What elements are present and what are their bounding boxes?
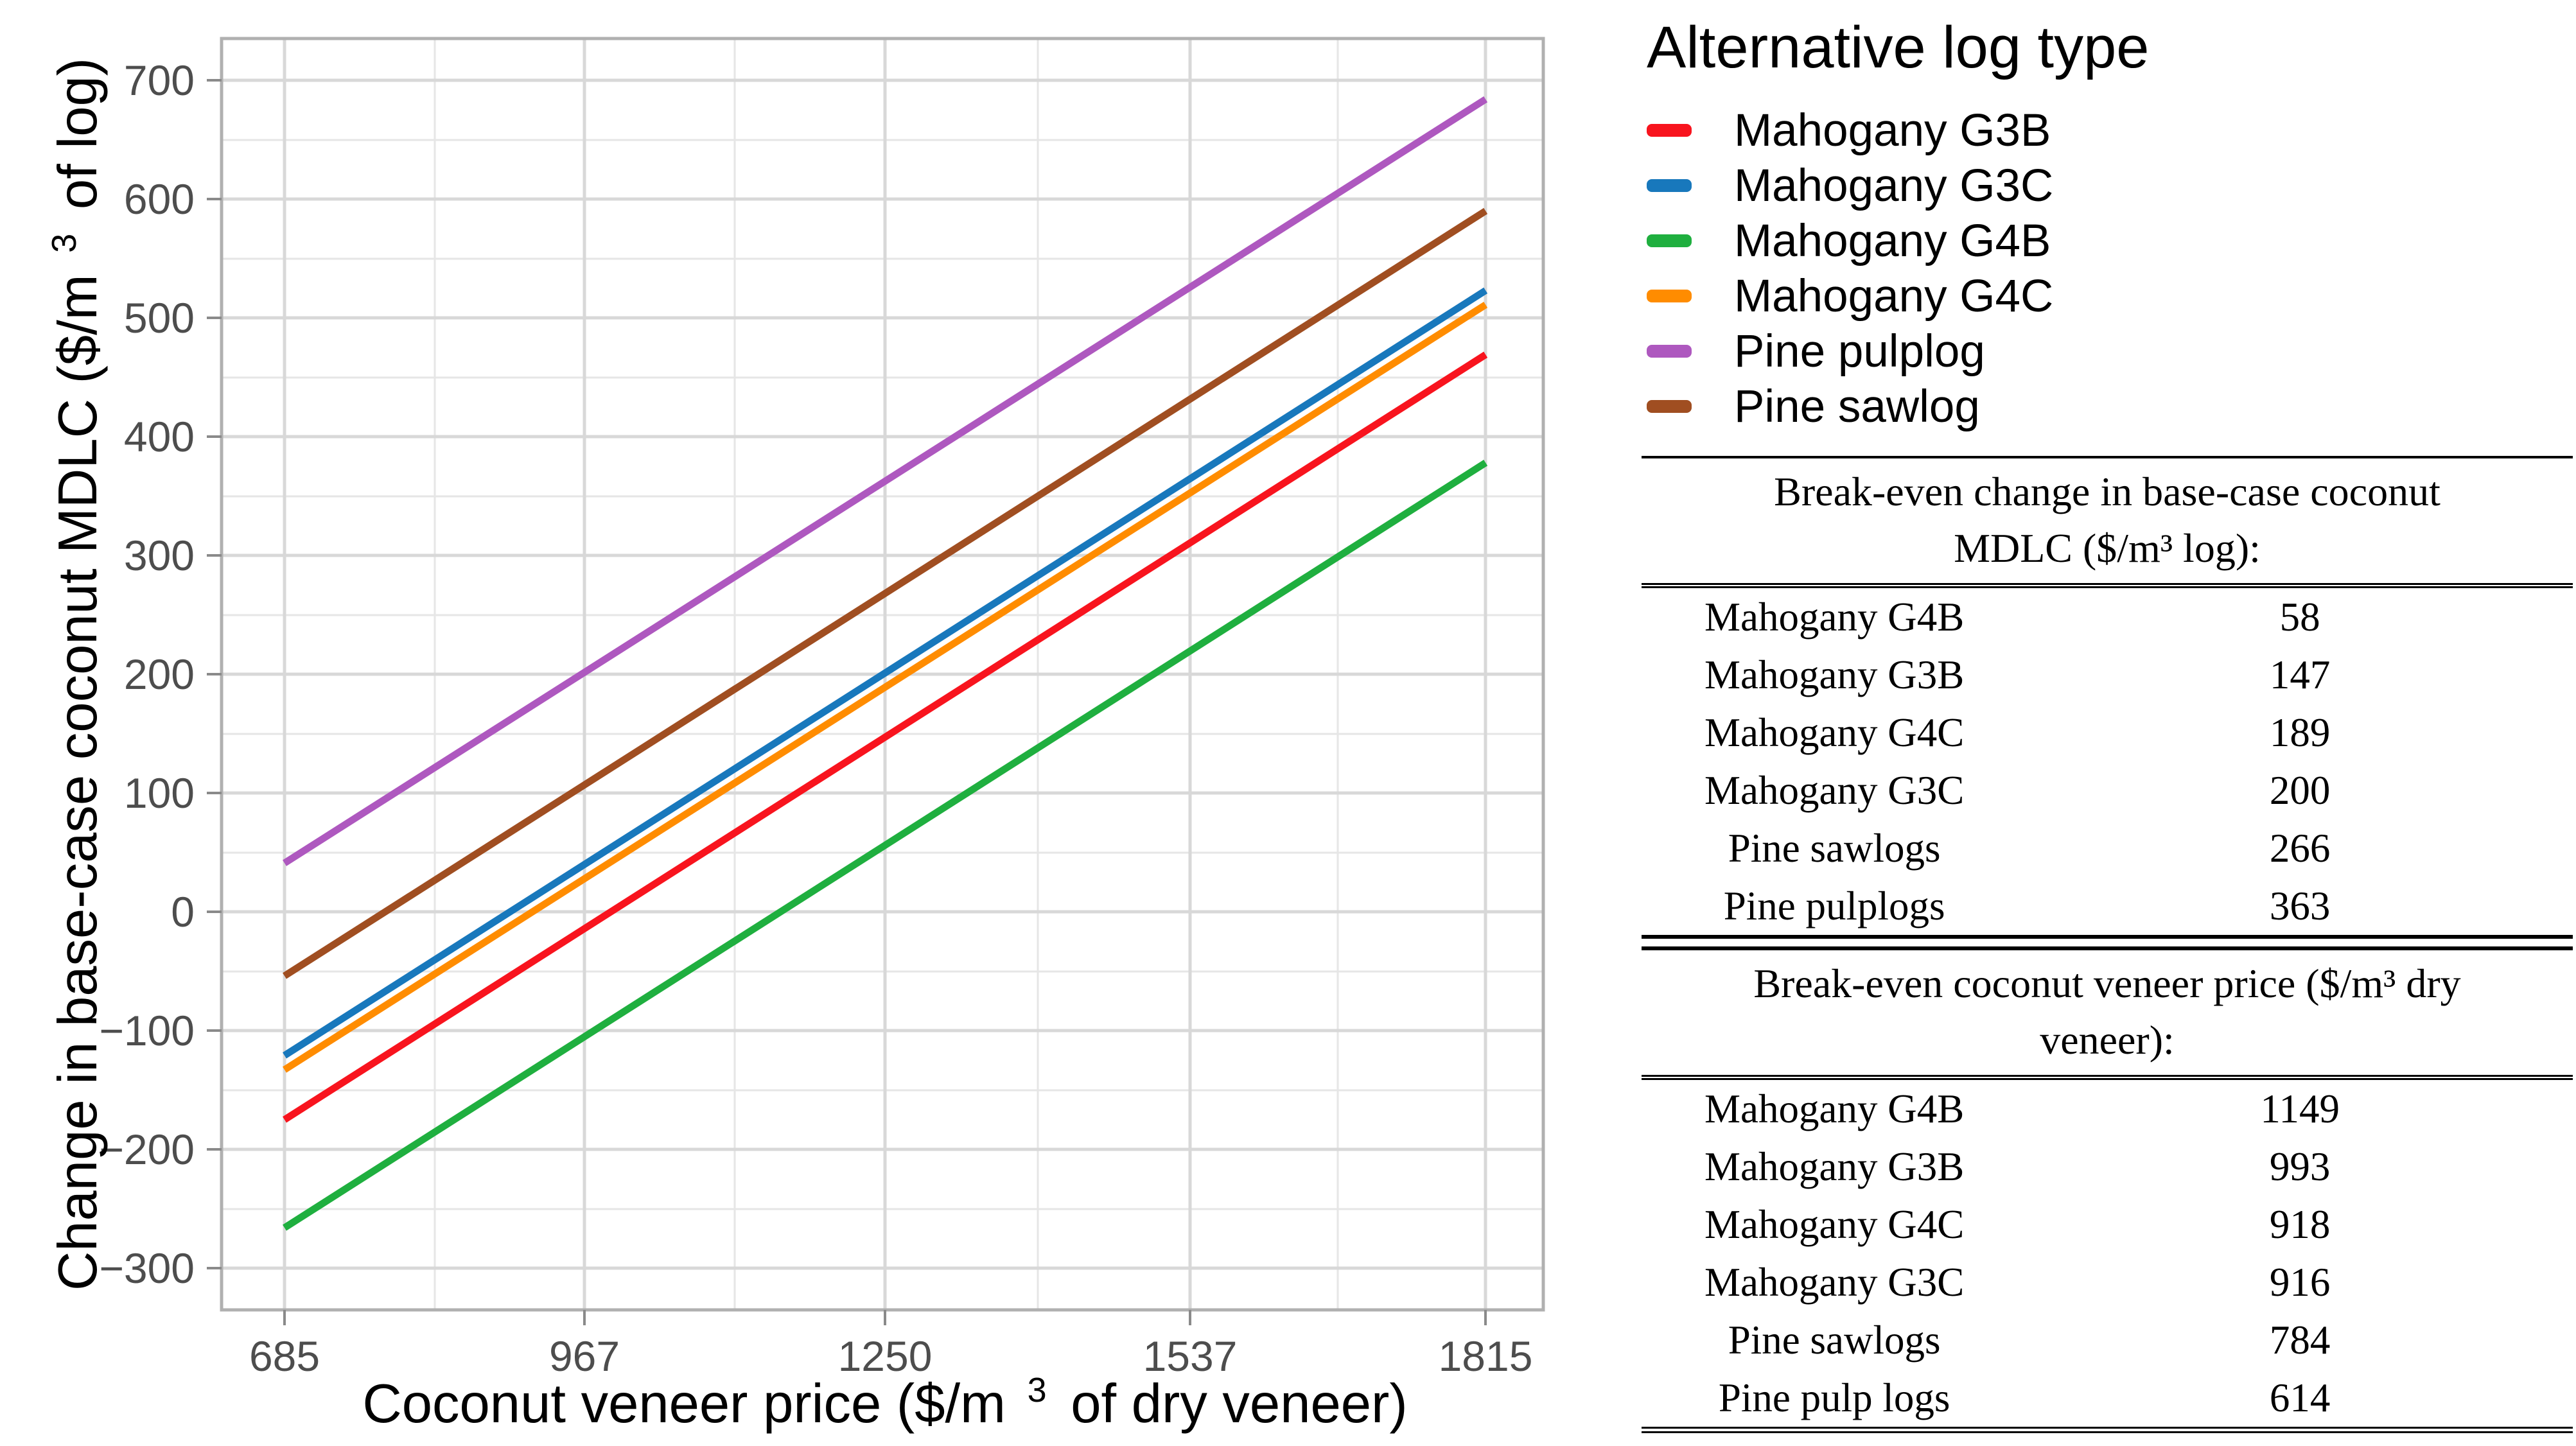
y-tick-label: −200 <box>99 1126 195 1173</box>
row-value: 147 <box>2269 652 2331 697</box>
legend-key-mahogany-g4c-icon <box>1647 290 1692 302</box>
row-label: Mahogany G3B <box>1704 652 1965 697</box>
breakeven-price-table: Break-even coconut veneer price ($/m³ dr… <box>1642 946 2573 1433</box>
table-row: Pine pulplogs 363 <box>1642 877 2573 937</box>
table-row: Pine pulp logs 614 <box>1642 1369 2573 1430</box>
legend-key-pine-pulplog-icon <box>1647 345 1692 358</box>
row-value: 784 <box>2269 1317 2331 1363</box>
y-tick-label: −300 <box>99 1244 195 1292</box>
table-row: Mahogany G3C 200 <box>1642 762 2573 819</box>
y-tick-label: 0 <box>171 888 195 936</box>
breakeven-mdlc-table: Break-even change in base-case coconut M… <box>1642 456 2573 939</box>
series-line-mahogany-g3c <box>283 287 1488 1059</box>
row-label: Mahogany G3C <box>1704 1259 1965 1305</box>
series-line-mahogany-g3b <box>283 351 1488 1123</box>
table-row: Mahogany G3B 147 <box>1642 646 2573 704</box>
row-value: 1149 <box>2260 1086 2340 1131</box>
x-tick-label: 967 <box>549 1332 620 1380</box>
legend-item-mahogany-g4c: Mahogany G4C <box>1647 268 2353 324</box>
series-layer <box>283 96 1488 1231</box>
row-label: Mahogany G4B <box>1704 1086 1965 1131</box>
row-value: 189 <box>2269 710 2331 755</box>
table-row: Mahogany G4C 918 <box>1642 1196 2573 1253</box>
legend-key-mahogany-g3b-icon <box>1647 124 1692 137</box>
series-line-pine-pulplog <box>283 96 1488 866</box>
row-value: 918 <box>2269 1201 2331 1247</box>
row-label: Mahogany G3B <box>1704 1144 1965 1189</box>
y-tick-label: 200 <box>124 650 195 698</box>
x-tick-label: 1250 <box>838 1332 933 1380</box>
row-value: 916 <box>2269 1259 2331 1305</box>
row-label: Pine sawlogs <box>1728 1317 1941 1363</box>
row-value: 266 <box>2269 825 2331 871</box>
table-row: Mahogany G3B 993 <box>1642 1138 2573 1196</box>
series-line-mahogany-g4b <box>283 460 1488 1231</box>
legend-item-pine-pulplog: Pine pulplog <box>1647 324 2353 379</box>
legend-key-mahogany-g4b-icon <box>1647 234 1692 247</box>
y-tick-label: 600 <box>124 175 195 223</box>
sensitivity-line-chart: 700 600 500 400 300 200 100 0 −100 −200 … <box>27 37 1545 1434</box>
row-value: 200 <box>2269 767 2331 813</box>
legend-item-label: Pine pulplog <box>1734 326 1985 377</box>
y-tick-label: 500 <box>124 294 195 342</box>
y-tick-label: 400 <box>124 413 195 460</box>
x-axis-title: Coconut veneer price ($/m 3 of dry venee… <box>362 1353 1407 1434</box>
legend-key-mahogany-g3c-icon <box>1647 179 1692 192</box>
series-line-mahogany-g4c <box>283 301 1488 1073</box>
x-tick-label: 1815 <box>1439 1332 1533 1380</box>
right-panel: Alternative log type Mahogany G3B Mahoga… <box>1642 0 2576 1446</box>
tick-marks <box>207 79 1487 1325</box>
x-tick-label: 1537 <box>1143 1332 1238 1380</box>
legend-item-label: Mahogany G3C <box>1734 160 2054 211</box>
legend: Mahogany G3B Mahogany G3C Mahogany G4B M… <box>1647 103 2353 434</box>
row-label: Mahogany G4B <box>1704 594 1965 640</box>
legend-title: Alternative log type <box>1647 15 2150 80</box>
legend-item-mahogany-g4b: Mahogany G4B <box>1647 213 2353 268</box>
row-label: Mahogany G4C <box>1704 710 1965 755</box>
y-tick-label: 100 <box>124 769 195 817</box>
legend-item-mahogany-g3c: Mahogany G3C <box>1647 158 2353 213</box>
table-row: Pine sawlogs 266 <box>1642 819 2573 877</box>
legend-item-label: Mahogany G4B <box>1734 215 2051 266</box>
row-value: 363 <box>2269 883 2331 928</box>
legend-item-label: Mahogany G3B <box>1734 105 2051 156</box>
row-label: Pine sawlogs <box>1728 825 1941 871</box>
legend-item-label: Pine sawlog <box>1734 381 1980 432</box>
y-tick-label: −100 <box>99 1007 195 1054</box>
legend-key-pine-sawlog-icon <box>1647 400 1692 413</box>
y-tick-label: 300 <box>124 532 195 579</box>
row-value: 993 <box>2269 1144 2331 1189</box>
table-row: Mahogany G3C 916 <box>1642 1253 2573 1311</box>
table-title: Break-even change in base-case coconut M… <box>1642 457 2573 588</box>
gridlines-major <box>222 39 1543 1310</box>
legend-item-label: Mahogany G4C <box>1734 270 2054 322</box>
legend-item-mahogany-g3b: Mahogany G3B <box>1647 103 2353 158</box>
row-value: 58 <box>2279 594 2320 640</box>
row-label: Pine pulplogs <box>1723 883 1945 928</box>
y-axis-title: Change in base-case coconut MDLC ($/m 3 … <box>27 58 109 1291</box>
row-label: Pine pulp logs <box>1718 1375 1950 1420</box>
x-tick-label: 685 <box>249 1332 320 1380</box>
y-tick-label: 700 <box>124 57 195 104</box>
row-value: 614 <box>2269 1375 2331 1420</box>
row-label: Mahogany G3C <box>1704 767 1965 813</box>
series-line-pine-sawlog <box>283 207 1488 979</box>
legend-item-pine-sawlog: Pine sawlog <box>1647 379 2353 434</box>
table-row: Mahogany G4C 189 <box>1642 704 2573 762</box>
table-row: Mahogany G4B 58 <box>1642 586 2573 646</box>
table-title: Break-even coconut veneer price ($/m³ dr… <box>1642 948 2573 1080</box>
table-row: Pine sawlogs 784 <box>1642 1311 2573 1369</box>
row-label: Mahogany G4C <box>1704 1201 1965 1247</box>
table-row: Mahogany G4B 1149 <box>1642 1077 2573 1138</box>
